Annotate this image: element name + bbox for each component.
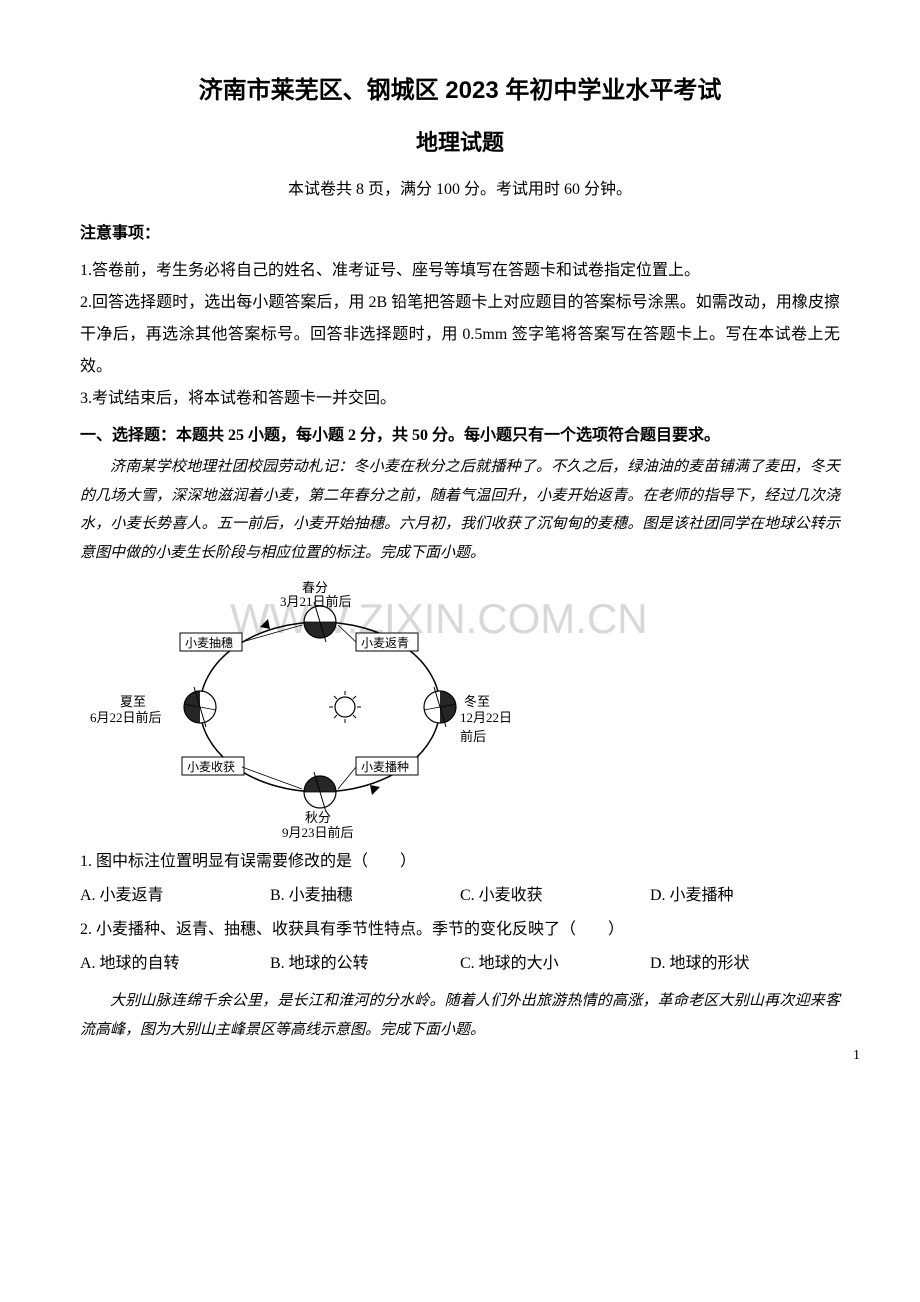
q1-option-a: A. 小麦返青 (80, 881, 270, 905)
section-header: 一、选择题：本题共 25 小题，每小题 2 分，共 50 分。每小题只有一个选项… (80, 421, 840, 445)
label-right-2: 12月22日前后 (460, 707, 520, 745)
q1-option-d: D. 小麦播种 (650, 881, 840, 905)
notice-item-2: 2.回答选择题时，选出每小题答案后，用 2B 铅笔把答题卡上对应题目的答案标号涂… (80, 287, 840, 383)
anno-bottom-left: 小麦收获 (187, 758, 235, 775)
label-top-2: 3月21日前后 (280, 591, 352, 610)
notice-item-3: 3.考试结束后，将本试卷和答题卡一并交回。 (80, 383, 840, 415)
q2-option-c: C. 地球的大小 (460, 949, 650, 973)
title-main: 济南市莱芜区、钢城区 2023 年初中学业水平考试 (80, 70, 840, 105)
label-left-2: 6月22日前后 (90, 707, 162, 726)
anno-top-right: 小麦返青 (361, 634, 409, 651)
question-1-stem: 1. 图中标注位置明显有误需要修改的是（ ） (80, 847, 840, 871)
question-1-options: A. 小麦返青 B. 小麦抽穗 C. 小麦收获 D. 小麦播种 (80, 881, 840, 905)
question-2-stem: 2. 小麦播种、返青、抽穗、收获具有季节性特点。季节的变化反映了（ ） (80, 915, 840, 939)
q2-option-d: D. 地球的形状 (650, 949, 840, 973)
exam-info: 本试卷共 8 页，满分 100 分。考试用时 60 分钟。 (80, 175, 840, 199)
anno-top-left: 小麦抽穗 (185, 634, 233, 651)
q2-option-b: B. 地球的公转 (270, 949, 460, 973)
anno-bottom-right: 小麦播种 (361, 758, 409, 775)
title-sub: 地理试题 (80, 125, 840, 157)
q1-option-b: B. 小麦抽穗 (270, 881, 460, 905)
passage-1: 济南某学校地理社团校园劳动札记：冬小麦在秋分之后就播种了。不久之后，绿油油的麦苗… (80, 453, 840, 567)
q2-option-a: A. 地球的自转 (80, 949, 270, 973)
notice-item-1: 1.答卷前，考生务必将自己的姓名、准考证号、座号等填写在答题卡和试卷指定位置上。 (80, 255, 840, 287)
notice-header: 注意事项： (80, 219, 840, 243)
passage-2: 大别山脉连绵千余公里，是长江和淮河的分水岭。随着人们外出旅游热情的高涨，革命老区… (80, 987, 840, 1044)
question-2-options: A. 地球的自转 B. 地球的公转 C. 地球的大小 D. 地球的形状 (80, 949, 840, 973)
label-bottom-2: 9月23日前后 (282, 822, 354, 841)
q1-option-c: C. 小麦收获 (460, 881, 650, 905)
page-number: 1 (853, 1048, 860, 1064)
orbit-diagram: WWWW.ZIXIN.COM.CNWW.ZIXIN.COM.CN (80, 577, 520, 837)
